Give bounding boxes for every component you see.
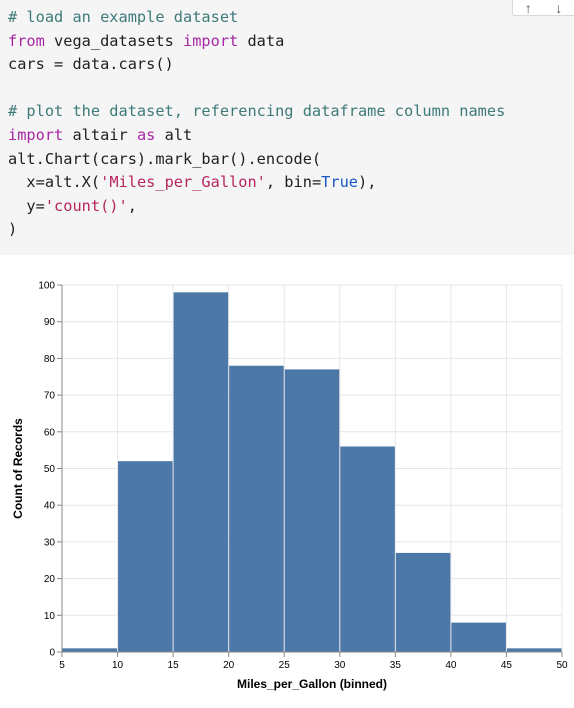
code-line: # load an example dataset [8, 6, 505, 30]
code-token: x=alt.X( [8, 173, 101, 192]
code-token: vega_datasets [44, 31, 183, 50]
x-tick-label: 30 [334, 660, 346, 671]
histogram-chart: 0 10 20 30 40 50 60 70 80 90 100 5 10 15 20 25 30 35 40 45… [11, 281, 568, 692]
x-tick-label: 20 [223, 660, 235, 671]
x-tick-label: 50 [556, 660, 568, 671]
y-axis: 0 10 20 30 40 50 60 70 80 90 100 [38, 281, 63, 659]
bar[interactable] [62, 648, 118, 652]
code-token: , bin= [265, 173, 322, 192]
code-cell[interactable]: # load an example dataset from vega_datas… [0, 0, 574, 255]
code-token: True [321, 173, 358, 192]
x-tick-label: 45 [501, 660, 513, 671]
bar[interactable] [451, 622, 506, 652]
code-token: alt [155, 125, 193, 144]
code-line: # plot the dataset, referencing datafram… [8, 100, 505, 124]
code-token: ), [358, 173, 377, 192]
code-line: ) [8, 218, 505, 242]
code-line: import altair as alt [8, 124, 505, 148]
code-token: cars = data.cars() [8, 55, 174, 74]
y-tick-label: 100 [38, 281, 55, 292]
x-tick-label: 40 [445, 660, 457, 671]
y-tick-label: 10 [44, 611, 56, 622]
x-axis: 5 10 15 20 25 30 35 40 45 50 [59, 651, 568, 671]
chart-output: 0 10 20 30 40 50 60 70 80 90 100 5 10 15 20 25 30 35 40 45… [0, 255, 574, 703]
code-token: alt.Chart(cars).mark_bar().encode( [8, 149, 322, 168]
code-line: from vega_datasets import data [8, 30, 505, 54]
bar[interactable] [395, 552, 451, 652]
code-token: import [183, 31, 239, 50]
code-token: # plot the dataset, referencing datafram… [8, 102, 506, 121]
bar[interactable] [118, 461, 173, 652]
code-line: y='count()', [8, 195, 505, 219]
code-line: x=alt.X('Miles_per_Gallon', bin=True), [8, 171, 505, 195]
y-tick-label: 0 [49, 648, 55, 659]
x-tick-label: 25 [279, 660, 291, 671]
bar[interactable] [284, 369, 340, 652]
code-token: 'Miles_per_Gallon' [100, 173, 266, 192]
code-token: from [8, 31, 45, 50]
code-line: cars = data.cars() [8, 53, 505, 77]
code-token: 'count()' [44, 196, 128, 215]
y-tick-label: 20 [44, 574, 56, 585]
x-tick-label: 10 [112, 660, 124, 671]
code-token: ) [8, 220, 18, 239]
bar[interactable] [340, 446, 395, 652]
code-token: import [8, 125, 64, 144]
bar[interactable] [506, 648, 562, 652]
x-axis-title: Miles_per_Gallon (binned) [237, 677, 387, 691]
y-tick-label: 40 [44, 501, 56, 512]
x-tick-label: 35 [390, 660, 402, 671]
y-tick-label: 90 [44, 317, 56, 328]
x-tick-label: 15 [168, 660, 180, 671]
arrow-down-icon[interactable]: ↓ [555, 0, 563, 16]
y-axis-title: Count of Records [11, 418, 25, 519]
y-tick-label: 70 [44, 391, 56, 402]
x-tick-label: 5 [59, 660, 65, 671]
bars [62, 292, 562, 652]
y-tick-label: 60 [44, 427, 56, 438]
code-token: altair [63, 125, 137, 144]
y-tick-label: 30 [44, 537, 56, 548]
code-token: , [127, 196, 137, 215]
arrow-up-icon[interactable]: ↑ [524, 0, 532, 16]
code-editor[interactable]: # load an example dataset from vega_datas… [8, 6, 505, 242]
code-line [8, 77, 505, 101]
y-tick-label: 80 [44, 354, 56, 365]
code-token: # load an example dataset [8, 8, 239, 26]
y-tick-label: 50 [44, 464, 56, 475]
bar[interactable] [173, 292, 229, 652]
cell-toolbar: ↑ ↓ [512, 0, 574, 16]
code-line: alt.Chart(cars).mark_bar().encode( [8, 148, 505, 172]
bar[interactable] [229, 365, 284, 652]
code-token: as [136, 125, 156, 144]
code-token: data [238, 31, 285, 50]
code-token: y= [8, 196, 45, 215]
